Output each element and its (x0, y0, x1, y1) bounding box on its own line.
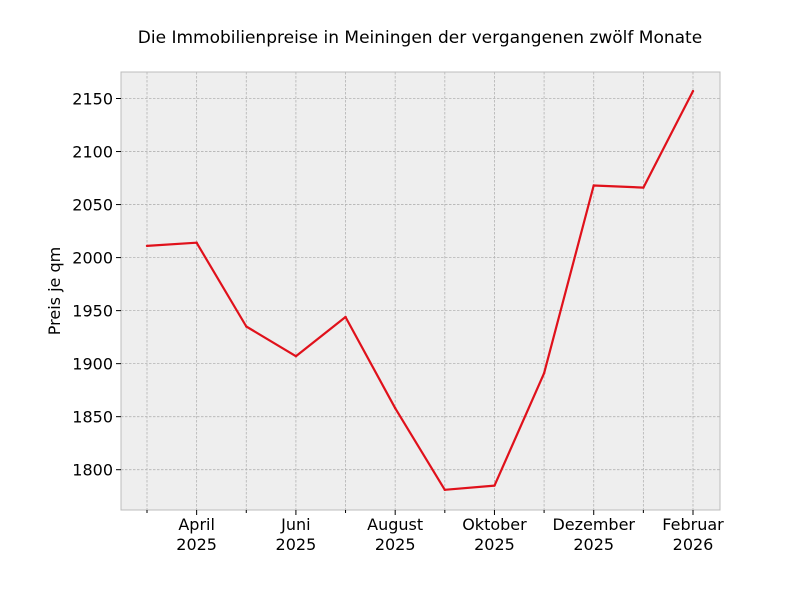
y-tick-label: 1850 (72, 408, 113, 427)
plot-area (121, 72, 720, 510)
y-axis-label: Preis je qm (45, 247, 64, 335)
series-line (146, 90, 694, 491)
plot-frame (120, 71, 721, 511)
y-tick-label: 2050 (72, 196, 113, 215)
chart-title: Die Immobilienpreise in Meiningen der ve… (138, 28, 702, 48)
x-tick-label: Oktober 2025 (462, 515, 527, 554)
data-point (294, 355, 298, 358)
data-point (642, 186, 645, 189)
data-point (592, 184, 595, 187)
data-point (443, 488, 447, 492)
data-point (145, 244, 149, 248)
data-point (344, 315, 347, 319)
y-tick-label: 1900 (72, 355, 113, 374)
data-point (195, 241, 198, 244)
data-point (393, 406, 397, 410)
data-point (493, 484, 496, 487)
y-tick-label: 1950 (72, 302, 113, 321)
x-tick-label: August 2025 (367, 515, 423, 554)
y-tick-label: 1800 (72, 461, 113, 480)
axis-ticks: April 2025 Juni 2025 August 2025 Oktober 2025 De… (72, 90, 724, 554)
y-tick-label: 2150 (72, 90, 113, 109)
x-tick-label: Dezember 2025 (552, 515, 635, 554)
series-layer (145, 89, 695, 492)
x-tick-label: Juni 2025 (276, 515, 317, 554)
data-point (245, 325, 248, 328)
grid (121, 72, 720, 510)
data-point (542, 371, 546, 375)
x-tick-label: April 2025 (176, 515, 217, 554)
data-point (691, 89, 695, 93)
y-tick-label: 2100 (72, 143, 113, 162)
x-tick-label: Februar 2026 (662, 515, 724, 554)
y-tick-label: 2000 (72, 249, 113, 268)
